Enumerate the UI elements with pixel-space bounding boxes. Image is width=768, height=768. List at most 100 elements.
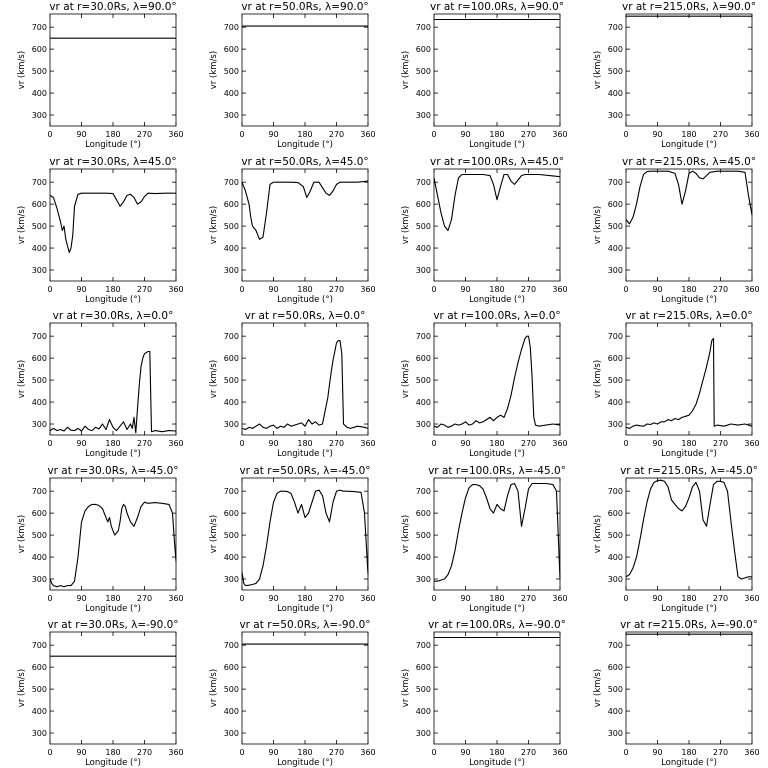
x-tick-label: 360 bbox=[360, 285, 375, 294]
y-tick-label: 700 bbox=[32, 487, 47, 496]
x-axis-label: Longitude (°) bbox=[469, 140, 525, 150]
y-tick-label: 700 bbox=[608, 487, 623, 496]
x-tick-label: 180 bbox=[297, 439, 312, 448]
y-axis-label: vr (km/s) bbox=[593, 669, 603, 707]
x-tick-label: 0 bbox=[47, 439, 52, 448]
x-axis-label: Longitude (°) bbox=[661, 604, 717, 614]
panel-title: vr at r=215.0Rs, λ=0.0° bbox=[625, 310, 752, 322]
plot-frame bbox=[433, 13, 561, 127]
x-tick-label: 360 bbox=[168, 130, 183, 139]
y-tick-label: 700 bbox=[416, 23, 431, 32]
panel: vr at r=50.0Rs, λ=-90.0° 0 90 180 270 360 300 4… bbox=[209, 619, 376, 768]
y-tick-label: 600 bbox=[416, 663, 431, 672]
x-tick-label: 90 bbox=[76, 748, 86, 757]
x-axis-label: Longitude (°) bbox=[277, 140, 333, 150]
panel-title: vr at r=30.0Rs, λ=-45.0° bbox=[47, 465, 178, 477]
y-axis-label: vr (km/s) bbox=[209, 360, 219, 398]
x-tick-label: 0 bbox=[47, 748, 52, 757]
panel: vr at r=215.0Rs, λ=-90.0° 0 90 180 270 360 300… bbox=[593, 619, 760, 768]
x-tick-label: 90 bbox=[460, 130, 470, 139]
panel: vr at r=215.0Rs, λ=-45.0° 0 90 180 270 360 300… bbox=[593, 465, 760, 614]
x-axis-label: Longitude (°) bbox=[85, 449, 141, 459]
y-tick-label: 700 bbox=[224, 23, 239, 32]
x-tick-label: 0 bbox=[239, 594, 244, 603]
x-tick-label: 360 bbox=[360, 748, 375, 757]
x-tick-label: 90 bbox=[76, 285, 86, 294]
y-tick-label: 600 bbox=[32, 45, 47, 54]
x-tick-label: 270 bbox=[713, 439, 728, 448]
plot-frame bbox=[241, 168, 369, 282]
y-tick-label: 400 bbox=[224, 707, 239, 716]
panel: vr at r=215.0Rs, λ=90.0° 0 90 180 270 360 300 4… bbox=[593, 1, 760, 150]
panel: vr at r=50.0Rs, λ=45.0° 0 90 180 270 360 300 40… bbox=[209, 156, 376, 305]
x-tick-label: 360 bbox=[552, 748, 567, 757]
x-tick-label: 180 bbox=[105, 748, 120, 757]
panel-title: vr at r=50.0Rs, λ=90.0° bbox=[241, 1, 368, 13]
y-axis-label: vr (km/s) bbox=[17, 515, 27, 553]
x-axis-label: Longitude (°) bbox=[469, 295, 525, 305]
x-axis-label: Longitude (°) bbox=[277, 604, 333, 614]
y-tick-label: 500 bbox=[416, 67, 431, 76]
y-tick-label: 300 bbox=[416, 111, 431, 120]
y-tick-label: 600 bbox=[224, 509, 239, 518]
y-axis-label: vr (km/s) bbox=[209, 51, 219, 89]
y-axis-label: vr (km/s) bbox=[17, 206, 27, 244]
x-axis-label: Longitude (°) bbox=[277, 295, 333, 305]
y-tick-label: 400 bbox=[608, 707, 623, 716]
x-tick-label: 270 bbox=[329, 130, 344, 139]
plot-frame bbox=[625, 168, 753, 282]
x-tick-label: 0 bbox=[431, 748, 436, 757]
y-tick-label: 500 bbox=[416, 531, 431, 540]
y-axis-label: vr (km/s) bbox=[401, 51, 411, 89]
x-axis-label: Longitude (°) bbox=[85, 295, 141, 305]
x-tick-label: 90 bbox=[268, 748, 278, 757]
plot-frame bbox=[49, 631, 177, 745]
x-tick-label: 270 bbox=[137, 285, 152, 294]
plot-frame bbox=[49, 477, 177, 591]
y-tick-label: 500 bbox=[416, 376, 431, 385]
x-tick-label: 90 bbox=[460, 285, 470, 294]
plot-frame bbox=[625, 477, 753, 591]
y-axis-label: vr (km/s) bbox=[401, 669, 411, 707]
y-tick-label: 400 bbox=[32, 707, 47, 716]
x-axis-label: Longitude (°) bbox=[661, 140, 717, 150]
y-axis-label: vr (km/s) bbox=[17, 51, 27, 89]
x-tick-label: 0 bbox=[623, 748, 628, 757]
x-tick-label: 270 bbox=[713, 130, 728, 139]
x-tick-label: 270 bbox=[521, 439, 536, 448]
x-tick-label: 90 bbox=[652, 594, 662, 603]
x-tick-label: 360 bbox=[168, 439, 183, 448]
x-tick-label: 360 bbox=[552, 285, 567, 294]
x-tick-label: 0 bbox=[47, 285, 52, 294]
x-tick-label: 0 bbox=[431, 130, 436, 139]
x-tick-label: 0 bbox=[623, 130, 628, 139]
y-tick-label: 300 bbox=[32, 266, 47, 275]
x-tick-label: 360 bbox=[552, 594, 567, 603]
y-tick-label: 500 bbox=[608, 376, 623, 385]
x-tick-label: 360 bbox=[360, 594, 375, 603]
x-tick-label: 270 bbox=[137, 594, 152, 603]
y-tick-label: 600 bbox=[224, 200, 239, 209]
y-axis-label: vr (km/s) bbox=[401, 515, 411, 553]
y-tick-label: 300 bbox=[608, 111, 623, 120]
x-tick-label: 180 bbox=[105, 130, 120, 139]
x-tick-label: 360 bbox=[552, 439, 567, 448]
series-line bbox=[433, 335, 561, 428]
x-tick-label: 0 bbox=[239, 285, 244, 294]
x-tick-label: 180 bbox=[681, 130, 696, 139]
x-tick-label: 0 bbox=[239, 748, 244, 757]
y-tick-label: 300 bbox=[32, 420, 47, 429]
x-tick-label: 180 bbox=[681, 748, 696, 757]
x-tick-label: 360 bbox=[744, 748, 759, 757]
y-axis-label: vr (km/s) bbox=[209, 515, 219, 553]
y-tick-label: 600 bbox=[224, 45, 239, 54]
panel: vr at r=50.0Rs, λ=90.0° 0 90 180 270 360 300 40… bbox=[209, 1, 376, 150]
x-tick-label: 360 bbox=[744, 594, 759, 603]
x-tick-label: 0 bbox=[623, 285, 628, 294]
y-tick-label: 700 bbox=[608, 641, 623, 650]
x-tick-label: 360 bbox=[360, 130, 375, 139]
y-tick-label: 600 bbox=[608, 509, 623, 518]
x-axis-label: Longitude (°) bbox=[277, 449, 333, 459]
x-tick-label: 360 bbox=[360, 439, 375, 448]
